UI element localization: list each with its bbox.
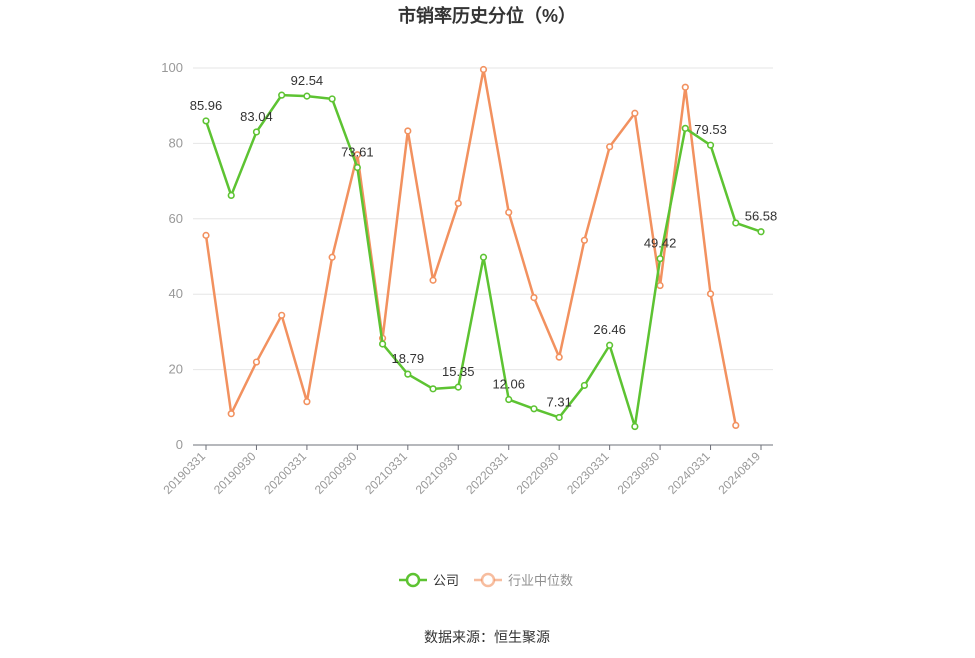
legend-marker-industry <box>480 572 496 588</box>
data-point[interactable] <box>681 83 689 91</box>
legend-label-company: 公司 <box>433 573 459 588</box>
data-point[interactable] <box>353 151 361 159</box>
data-point[interactable] <box>706 141 715 149</box>
data-point[interactable] <box>202 231 210 239</box>
data-point[interactable] <box>303 92 311 100</box>
data-point[interactable] <box>404 370 412 378</box>
y-tick-label: 80 <box>169 135 183 150</box>
data-point[interactable] <box>757 228 765 236</box>
data-label: 79.53 <box>694 122 727 137</box>
data-point[interactable] <box>681 124 689 132</box>
x-tick-label: 20190331 <box>160 449 208 497</box>
data-label: 56.58 <box>745 209 778 224</box>
legend-item-industry[interactable]: 行业中位数 <box>474 572 573 588</box>
y-tick-label: 60 <box>169 211 183 226</box>
data-point[interactable] <box>631 109 639 117</box>
x-axis: 20190331 20190930 20200331 20200930 20210331… <box>160 444 773 497</box>
series-company <box>202 91 765 431</box>
data-point[interactable] <box>252 128 261 136</box>
series-line <box>204 68 738 426</box>
y-axis: 0 20 40 60 80 100 <box>161 60 183 452</box>
y-tick-label: 0 <box>176 437 183 452</box>
x-tick-label: 20240331 <box>665 449 713 497</box>
data-point[interactable] <box>227 410 235 418</box>
data-point[interactable] <box>530 293 538 302</box>
data-point[interactable] <box>378 340 387 348</box>
x-tick-label: 20210930 <box>413 449 461 497</box>
x-tick-label: 20220930 <box>514 449 562 497</box>
data-point[interactable] <box>606 341 614 349</box>
legend-label-industry: 行业中位数 <box>508 573 573 588</box>
data-point[interactable] <box>580 236 589 244</box>
data-label: 12.06 <box>492 377 525 392</box>
data-point[interactable] <box>706 290 715 298</box>
series-layer <box>202 65 765 431</box>
data-point[interactable] <box>656 281 664 290</box>
data-point[interactable] <box>353 163 361 172</box>
y-tick-label: 20 <box>169 362 183 377</box>
data-point[interactable] <box>631 422 639 431</box>
data-point[interactable] <box>328 95 336 103</box>
data-point[interactable] <box>252 358 261 366</box>
x-tick-label: 20200930 <box>312 449 360 497</box>
data-point[interactable] <box>429 276 437 284</box>
data-point[interactable] <box>454 199 462 207</box>
data-label: 49.42 <box>644 236 677 251</box>
series-industry-median <box>202 65 740 429</box>
data-point[interactable] <box>732 421 740 429</box>
data-label: 92.54 <box>291 73 324 88</box>
data-point[interactable] <box>732 219 740 227</box>
chart-title: 市销率历史分位（%） <box>398 5 576 26</box>
data-label: 73.61 <box>341 144 374 159</box>
data-point[interactable] <box>479 253 488 261</box>
legend-marker-company <box>405 572 421 588</box>
data-point[interactable] <box>454 383 462 391</box>
data-label: 7.31 <box>547 394 572 409</box>
grid <box>193 67 773 371</box>
data-label: 85.96 <box>190 98 223 113</box>
x-tick-label: 20190930 <box>211 449 259 497</box>
data-point[interactable] <box>505 395 513 404</box>
source-text: 数据来源：恒生聚源 <box>424 629 550 645</box>
x-tick-label: 20230331 <box>564 449 612 497</box>
data-point[interactable] <box>278 91 286 99</box>
data-point[interactable] <box>278 311 286 319</box>
data-point[interactable] <box>303 398 311 406</box>
data-label: 18.79 <box>392 351 425 366</box>
x-tick-label: 20240819 <box>715 449 763 497</box>
data-point[interactable] <box>555 353 563 361</box>
legend-item-company[interactable]: 公司 <box>399 572 459 588</box>
x-tick-label: 20210331 <box>362 449 410 497</box>
data-point[interactable] <box>580 381 589 390</box>
data-point[interactable] <box>656 255 664 263</box>
data-point[interactable] <box>505 208 513 216</box>
data-point[interactable] <box>479 65 488 74</box>
data-label: 83.04 <box>240 109 273 124</box>
data-point[interactable] <box>530 405 538 413</box>
y-tick-label: 100 <box>161 60 183 75</box>
data-point[interactable] <box>429 385 437 393</box>
data-point[interactable] <box>202 117 210 125</box>
data-point[interactable] <box>328 253 336 261</box>
data-point[interactable] <box>606 143 614 151</box>
y-tick-label: 40 <box>169 286 183 301</box>
x-tick-label: 20230930 <box>615 449 663 497</box>
data-labels: 85.96 83.04 92.54 73.61 18.79 15.35 12.06 7.31 2… <box>190 73 778 409</box>
legend: 公司 行业中位数 <box>399 572 573 588</box>
x-tick-label: 20220331 <box>463 449 511 497</box>
data-point[interactable] <box>404 127 412 135</box>
data-label: 15.35 <box>442 364 475 379</box>
data-point[interactable] <box>227 191 235 200</box>
data-point[interactable] <box>555 413 563 422</box>
data-label: 26.46 <box>593 322 626 337</box>
x-tick-label: 20200331 <box>261 449 309 497</box>
